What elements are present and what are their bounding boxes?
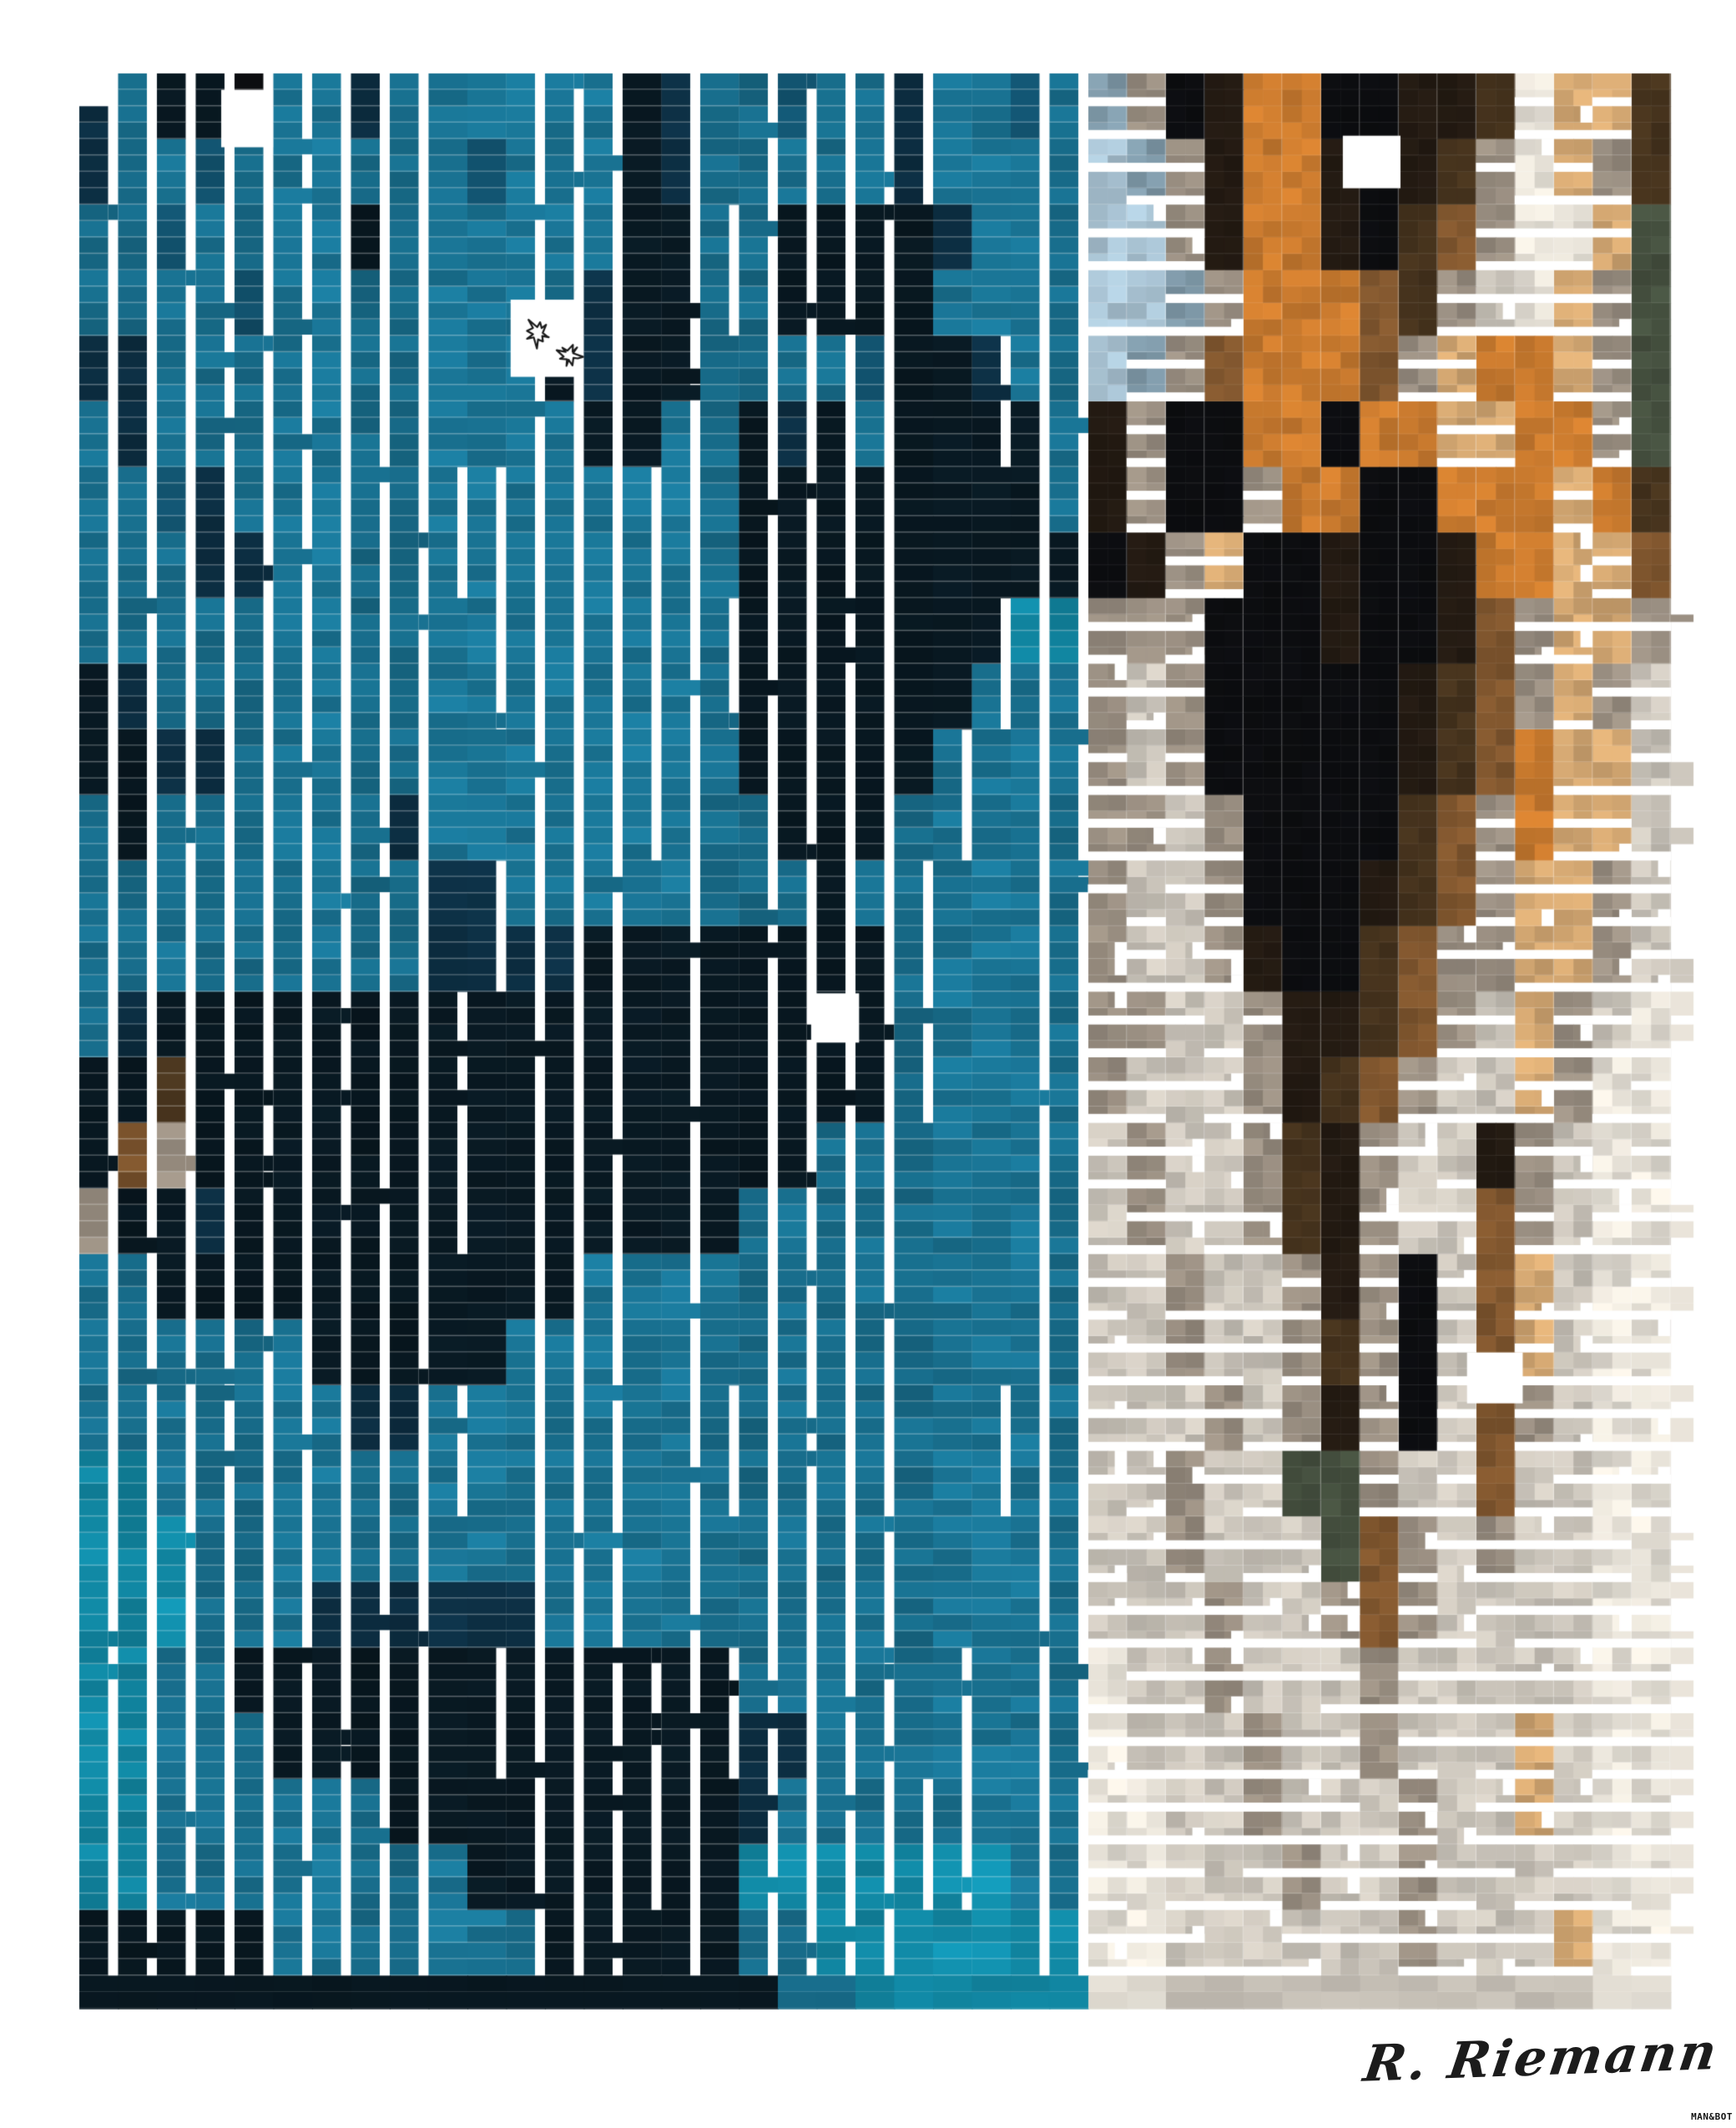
watermark-label: MAN&BOT	[1691, 2111, 1733, 2122]
